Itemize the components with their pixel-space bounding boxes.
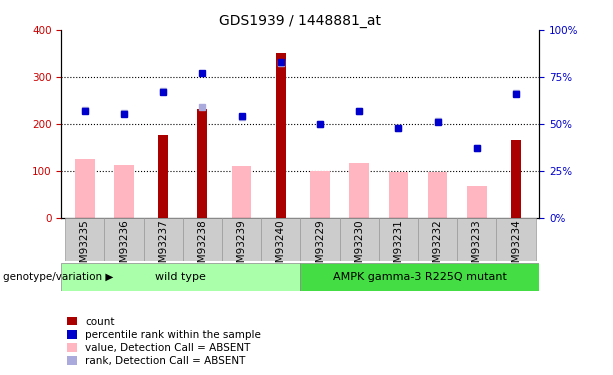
Text: GSM93238: GSM93238 — [197, 220, 207, 276]
Bar — [65, 217, 104, 261]
Bar — [104, 217, 143, 261]
Bar — [310, 171, 330, 217]
Bar — [222, 217, 261, 261]
Text: GSM93235: GSM93235 — [80, 220, 90, 276]
Text: GSM93240: GSM93240 — [276, 220, 286, 276]
Text: GSM93234: GSM93234 — [511, 220, 521, 276]
Bar — [389, 172, 408, 217]
Bar — [232, 166, 251, 218]
Bar — [497, 217, 536, 261]
Text: GSM93231: GSM93231 — [394, 220, 403, 276]
Bar — [379, 217, 418, 261]
Bar — [143, 217, 183, 261]
Text: GSM93230: GSM93230 — [354, 220, 364, 276]
Text: GSM93233: GSM93233 — [472, 220, 482, 276]
Text: GSM93232: GSM93232 — [433, 220, 443, 276]
Bar — [418, 217, 457, 261]
Bar — [75, 159, 94, 218]
Bar — [276, 54, 286, 217]
Text: GSM93229: GSM93229 — [315, 220, 325, 276]
Bar — [467, 186, 487, 218]
Bar — [183, 217, 222, 261]
Text: wild type: wild type — [156, 272, 206, 282]
Bar — [340, 217, 379, 261]
Bar — [197, 109, 207, 217]
Text: GSM93237: GSM93237 — [158, 220, 168, 276]
Bar — [349, 163, 369, 218]
Bar — [300, 262, 539, 291]
Bar — [428, 172, 447, 217]
Text: GSM93239: GSM93239 — [237, 220, 246, 276]
Bar — [300, 217, 340, 261]
Legend: count, percentile rank within the sample, value, Detection Call = ABSENT, rank, : count, percentile rank within the sample… — [66, 316, 261, 366]
Text: AMPK gamma-3 R225Q mutant: AMPK gamma-3 R225Q mutant — [333, 272, 507, 282]
Bar — [457, 217, 497, 261]
Bar — [114, 165, 134, 218]
Bar — [261, 217, 300, 261]
Bar — [158, 135, 168, 218]
Bar — [61, 262, 300, 291]
Text: GSM93236: GSM93236 — [119, 220, 129, 276]
Title: GDS1939 / 1448881_at: GDS1939 / 1448881_at — [219, 13, 381, 28]
Text: genotype/variation ▶: genotype/variation ▶ — [3, 272, 113, 282]
Bar — [511, 140, 521, 218]
